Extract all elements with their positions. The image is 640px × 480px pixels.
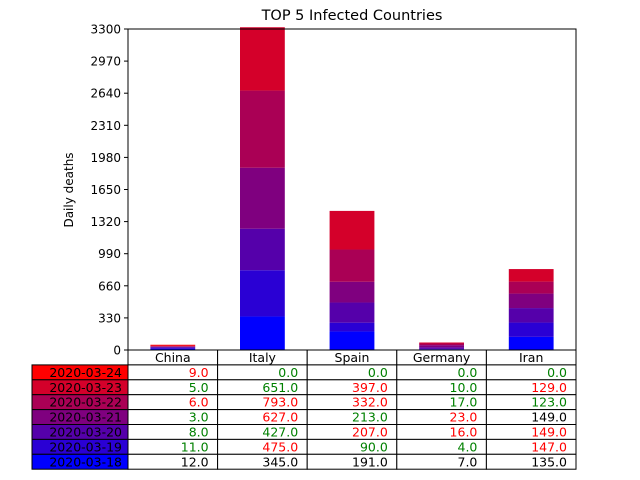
table-cell-value: 0.0 xyxy=(547,365,567,380)
bar-segment xyxy=(240,316,285,350)
chart-title: TOP 5 Infected Countries xyxy=(261,8,443,24)
bar-segment xyxy=(150,348,196,350)
y-axis-label: Daily deaths xyxy=(62,152,76,227)
bar-segment xyxy=(329,322,375,332)
y-tick-label: 2970 xyxy=(90,55,121,69)
table-cell-value: 7.0 xyxy=(458,454,478,469)
table-cell-value: 213.0 xyxy=(352,410,388,425)
table-cell-value: 5.0 xyxy=(189,380,209,395)
bar-segment xyxy=(419,342,464,344)
bar-segment xyxy=(240,27,285,91)
table-cell-value: 17.0 xyxy=(450,395,478,410)
table-cell-value: 16.0 xyxy=(450,425,478,440)
table-row-label: 2020-03-18 xyxy=(49,454,122,469)
table-cell-value: 793.0 xyxy=(262,395,298,410)
table-row-label: 2020-03-19 xyxy=(49,439,122,454)
bar-segment xyxy=(508,281,554,294)
y-tick-label: 3300 xyxy=(90,23,121,37)
bar-segment xyxy=(508,308,554,323)
bar-segment xyxy=(329,210,375,250)
table-cell-value: 627.0 xyxy=(262,410,298,425)
bar-segment xyxy=(329,281,375,303)
bar-segment xyxy=(150,346,196,348)
bar-segment xyxy=(508,336,554,350)
table-cell-value: 4.0 xyxy=(458,439,478,454)
table-column-header: China xyxy=(155,350,191,365)
table-row-label: 2020-03-20 xyxy=(49,425,122,440)
table-cell xyxy=(485,453,577,470)
bar-segment xyxy=(329,302,375,323)
table-column-header: Italy xyxy=(249,350,277,365)
y-tick-label: 1650 xyxy=(90,183,121,197)
table-cell-value: 0.0 xyxy=(278,365,298,380)
data-table: China Italy Spain Germany Iran 2020-03-24 9.0 0… xyxy=(31,349,577,470)
bar-segment xyxy=(419,345,464,348)
bar-segment xyxy=(508,293,554,309)
table-column-header: Spain xyxy=(335,350,370,365)
table-cell-value: 129.0 xyxy=(531,380,567,395)
bar-segment xyxy=(150,344,196,346)
bar-segment xyxy=(419,343,464,346)
table-cell-value: 0.0 xyxy=(458,365,478,380)
bar-segment xyxy=(419,347,464,349)
bar-segment xyxy=(508,269,554,282)
table-cell-value: 8.0 xyxy=(189,425,209,440)
table-cell-value: 135.0 xyxy=(531,454,567,469)
table-cell-value: 9.0 xyxy=(189,365,209,380)
table-cell-value: 651.0 xyxy=(262,380,298,395)
y-tick-label: 660 xyxy=(98,279,121,293)
table-column-header: Iran xyxy=(519,350,543,365)
bar-segment xyxy=(150,347,196,349)
table-cell-value: 90.0 xyxy=(360,439,388,454)
table-cell-value: 345.0 xyxy=(262,454,298,469)
table-cell-value: 0.0 xyxy=(368,365,388,380)
table-cell-value: 427.0 xyxy=(262,425,298,440)
y-tick-label: 990 xyxy=(98,247,121,261)
table-cell-value: 149.0 xyxy=(531,425,567,440)
table-cell-value: 149.0 xyxy=(531,410,567,425)
table-cell-value: 23.0 xyxy=(450,410,478,425)
table-cell-value: 191.0 xyxy=(352,454,388,469)
table-cell-value: 207.0 xyxy=(352,425,388,440)
table-cell-value: 10.0 xyxy=(450,380,478,395)
table-cell-value: 147.0 xyxy=(531,439,567,454)
bar-segment xyxy=(508,322,554,337)
bar-segment xyxy=(240,228,285,271)
y-tick-label: 2640 xyxy=(90,87,121,101)
bar-segment xyxy=(329,249,375,282)
bar-segment xyxy=(240,270,285,317)
table-cell-value: 12.0 xyxy=(181,454,209,469)
table-cell-value: 11.0 xyxy=(181,439,209,454)
bar-segment xyxy=(240,167,285,229)
y-tick-label: 330 xyxy=(98,311,121,325)
table-cell-value: 397.0 xyxy=(352,380,388,395)
bar-segment xyxy=(150,346,196,347)
table-cell-value: 332.0 xyxy=(352,395,388,410)
table-column-header: Germany xyxy=(413,350,471,365)
table-cell-value: 123.0 xyxy=(531,395,567,410)
table-row-label: 2020-03-21 xyxy=(49,410,122,425)
table-cell-value: 6.0 xyxy=(189,395,209,410)
bar-segment xyxy=(240,90,285,168)
table-row-label: 2020-03-24 xyxy=(49,365,122,380)
y-axis: 0 330 660 990 1320 1650 1980 2310 2640 2970 3300 xyxy=(90,23,128,358)
y-tick-label: 1980 xyxy=(90,151,121,165)
table-cell-value: 3.0 xyxy=(189,410,209,425)
y-tick-label: 0 xyxy=(113,344,121,358)
bar-segment xyxy=(329,331,375,350)
table-row-label: 2020-03-22 xyxy=(49,395,122,410)
y-tick-label: 2310 xyxy=(90,119,121,133)
table-row-label: 2020-03-23 xyxy=(49,380,122,395)
table-cell-value: 475.0 xyxy=(262,439,298,454)
bars xyxy=(150,27,554,350)
y-tick-label: 1320 xyxy=(90,215,121,229)
